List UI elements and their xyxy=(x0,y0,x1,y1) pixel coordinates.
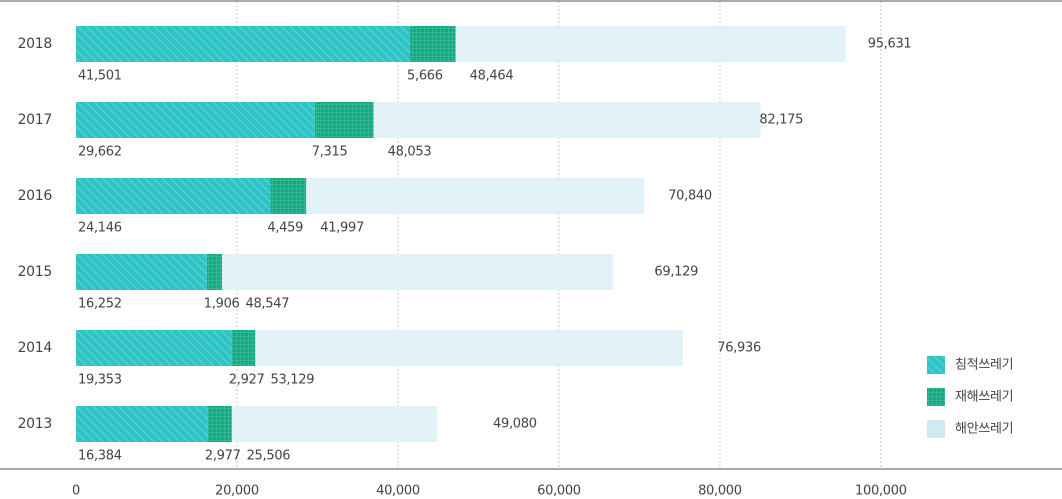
total-label: 82,175 xyxy=(759,113,803,128)
bar-segment xyxy=(76,330,232,366)
legend-label: 해안쓰레기 xyxy=(955,422,1013,437)
value-label: 48,053 xyxy=(388,145,432,160)
value-label: 24,146 xyxy=(78,221,122,236)
bar-segment xyxy=(306,178,645,214)
bar-segment xyxy=(410,26,456,62)
legend-swatch xyxy=(927,420,945,438)
x-tick-label: 0 xyxy=(72,484,80,499)
total-label: 69,129 xyxy=(654,265,698,280)
value-label: 2,927 xyxy=(229,373,265,388)
x-tick-label: 80,000 xyxy=(698,484,742,499)
y-tick-label: 2014 xyxy=(18,340,53,356)
bar-segment xyxy=(255,330,683,366)
legend-label: 재해쓰레기 xyxy=(955,390,1013,405)
legend-swatch xyxy=(927,356,945,374)
legend-swatch xyxy=(927,388,945,406)
total-label: 95,631 xyxy=(868,37,912,52)
value-label: 16,384 xyxy=(78,449,122,464)
bar-segment xyxy=(76,406,208,442)
bar-segment xyxy=(206,254,223,290)
value-label: 29,662 xyxy=(78,145,122,160)
y-tick-label: 2017 xyxy=(18,112,52,128)
value-label: 53,129 xyxy=(270,373,314,388)
x-tick-label: 40,000 xyxy=(376,484,420,499)
y-tick-label: 2015 xyxy=(18,264,52,280)
legend-label: 침적쓰레기 xyxy=(955,358,1013,373)
value-label: 16,252 xyxy=(78,297,122,312)
value-label: 5,666 xyxy=(407,69,443,84)
value-label: 41,501 xyxy=(78,69,122,84)
bar-segment xyxy=(231,330,256,366)
y-tick-label: 2013 xyxy=(18,416,52,432)
value-label: 1,906 xyxy=(204,297,240,312)
value-label: 48,464 xyxy=(470,69,514,84)
bar-segment xyxy=(76,102,315,138)
value-label: 7,315 xyxy=(312,145,348,160)
value-label: 2,977 xyxy=(205,449,241,464)
bar-segment xyxy=(222,254,613,290)
bar-segment xyxy=(76,26,411,62)
bar-segment xyxy=(270,178,307,214)
value-label: 25,506 xyxy=(247,449,291,464)
x-tick-label: 100,000 xyxy=(855,484,907,499)
bar-segment xyxy=(373,102,761,138)
y-tick-label: 2016 xyxy=(18,188,53,204)
bar-segment xyxy=(76,254,207,290)
value-label: 41,997 xyxy=(320,221,364,236)
total-label: 49,080 xyxy=(493,417,537,432)
x-tick-label: 20,000 xyxy=(215,484,259,499)
value-label: 4,459 xyxy=(267,221,303,236)
bar-segment xyxy=(76,178,271,214)
bar-segment xyxy=(207,406,232,442)
total-label: 76,936 xyxy=(717,341,761,356)
value-label: 19,353 xyxy=(78,373,122,388)
value-label: 48,547 xyxy=(246,297,290,312)
bar-segment xyxy=(314,102,374,138)
y-tick-label: 2018 xyxy=(18,36,52,52)
x-tick-label: 60,000 xyxy=(537,484,581,499)
total-label: 70,840 xyxy=(668,189,712,204)
bar-segment xyxy=(455,26,846,62)
bar-segment xyxy=(231,406,438,442)
